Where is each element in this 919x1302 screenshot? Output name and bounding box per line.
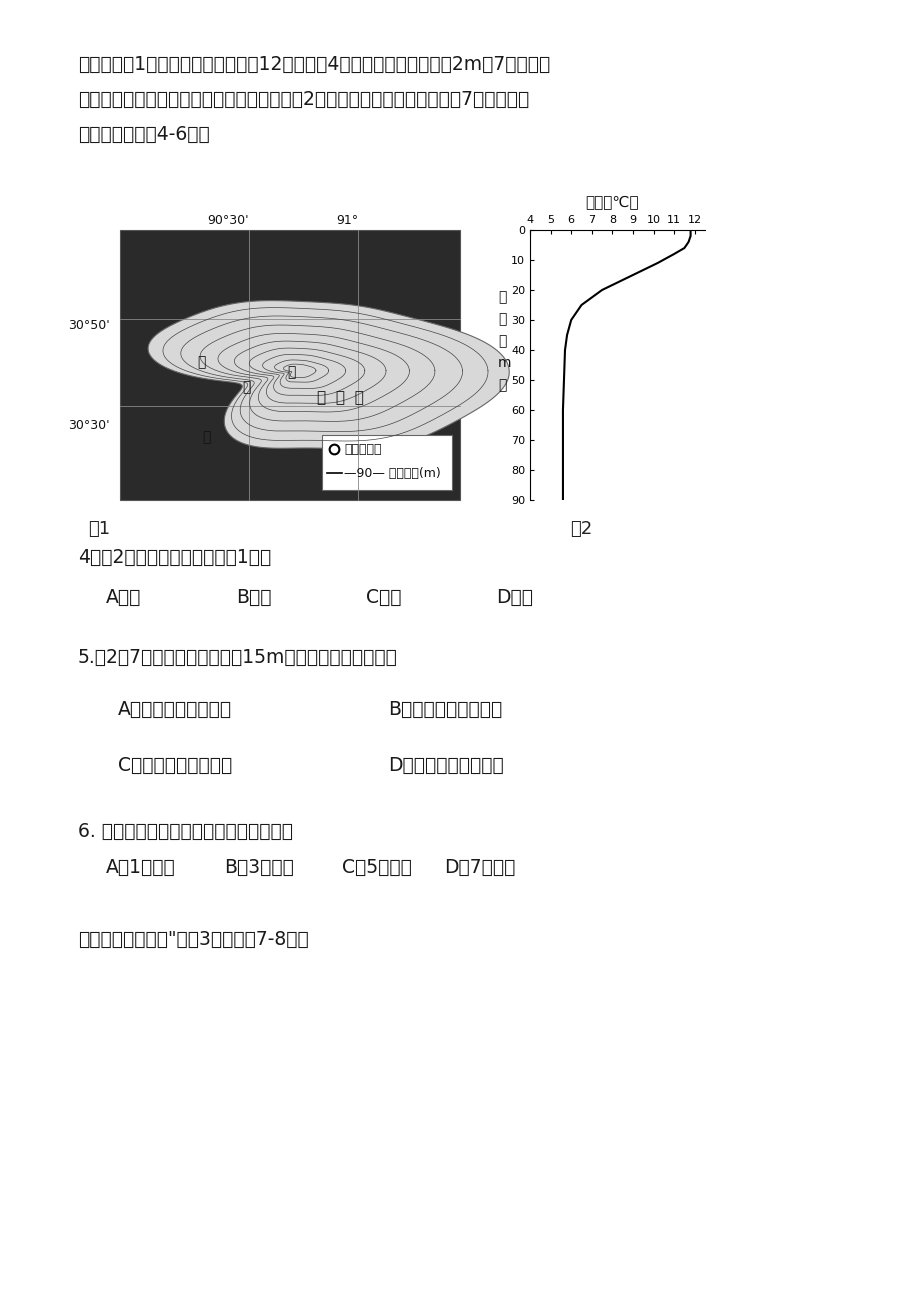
Text: 水温（℃）: 水温（℃） [584,194,639,210]
Text: 30°30': 30°30' [68,419,109,432]
Text: 乙: 乙 [242,380,250,395]
Text: D．丁: D．丁 [495,589,532,607]
Text: 5.图2中7月水温从表层到水深15m处变化小的原因主要是: 5.图2中7月水温从表层到水深15m处变化小的原因主要是 [78,648,397,667]
Text: 4．图2示意的水文观测点是图1中的: 4．图2示意的水文观测点是图1中的 [78,548,271,566]
Bar [322,435,451,490]
Text: B．蒸发消耗表层热量: B．蒸发消耗表层热量 [388,700,502,719]
Text: A．光照强烈且水质好: A．光照强烈且水质好 [118,700,232,719]
Text: C．5月中旬: C．5月中旬 [342,858,412,878]
Text: C．丙: C．丙 [366,589,401,607]
Text: （: （ [497,335,505,348]
Text: 图1: 图1 [88,519,110,538]
Text: 纳木错（图1）位于藏北高原，每年12月至次年4月湖面封冻，冰面厚达2m。7月，某科: 纳木错（图1）位于藏北高原，每年12月至次年4月湖面封冻，冰面厚达2m。7月，某… [78,55,550,74]
Text: D．表层受风力影响小: D．表层受风力影响小 [388,756,504,775]
Text: —90— 等水深线(m): —90— 等水深线(m) [344,467,440,480]
Text: 纳  木  错: 纳 木 错 [316,391,363,405]
Text: 6. 推断纳木错水温垂直变化最小的时段是: 6. 推断纳木错水温垂直变化最小的时段是 [78,822,292,841]
Text: 读南部非洲区域图"（图3），回答7-8题。: 读南部非洲区域图"（图3），回答7-8题。 [78,930,309,949]
Text: 变化。读图完成4-6题。: 变化。读图完成4-6题。 [78,125,210,145]
Text: 图2: 图2 [570,519,592,538]
Text: 深: 深 [497,312,505,326]
Text: D．7月中旬: D．7月中旬 [444,858,515,878]
Text: A．1月中旬: A．1月中旬 [106,858,176,878]
Text: 甲: 甲 [197,355,205,370]
Text: 30°50': 30°50' [68,319,109,332]
Text: B．3月中旬: B．3月中旬 [223,858,293,878]
Text: ）: ） [497,378,505,392]
Bar [119,230,460,500]
Text: 考队前往纳木错考察湖泊水温的垂直变化。图2示意科考队员绘制的某观测点7月水温垂直: 考队前往纳木错考察湖泊水温的垂直变化。图2示意科考队员绘制的某观测点7月水温垂直 [78,90,528,109]
Text: 丙: 丙 [287,366,295,379]
Text: m: m [497,355,511,370]
Text: 水: 水 [497,290,505,303]
Text: 水文观测点: 水文观测点 [344,443,381,456]
Text: 91°: 91° [335,214,357,227]
Text: 90°30': 90°30' [207,214,248,227]
Text: B．乙: B．乙 [236,589,271,607]
Polygon shape [148,301,509,449]
Text: 丁: 丁 [201,431,210,444]
Text: C．地表径流汇入量大: C．地表径流汇入量大 [118,756,232,775]
Text: A．甲: A．甲 [106,589,142,607]
